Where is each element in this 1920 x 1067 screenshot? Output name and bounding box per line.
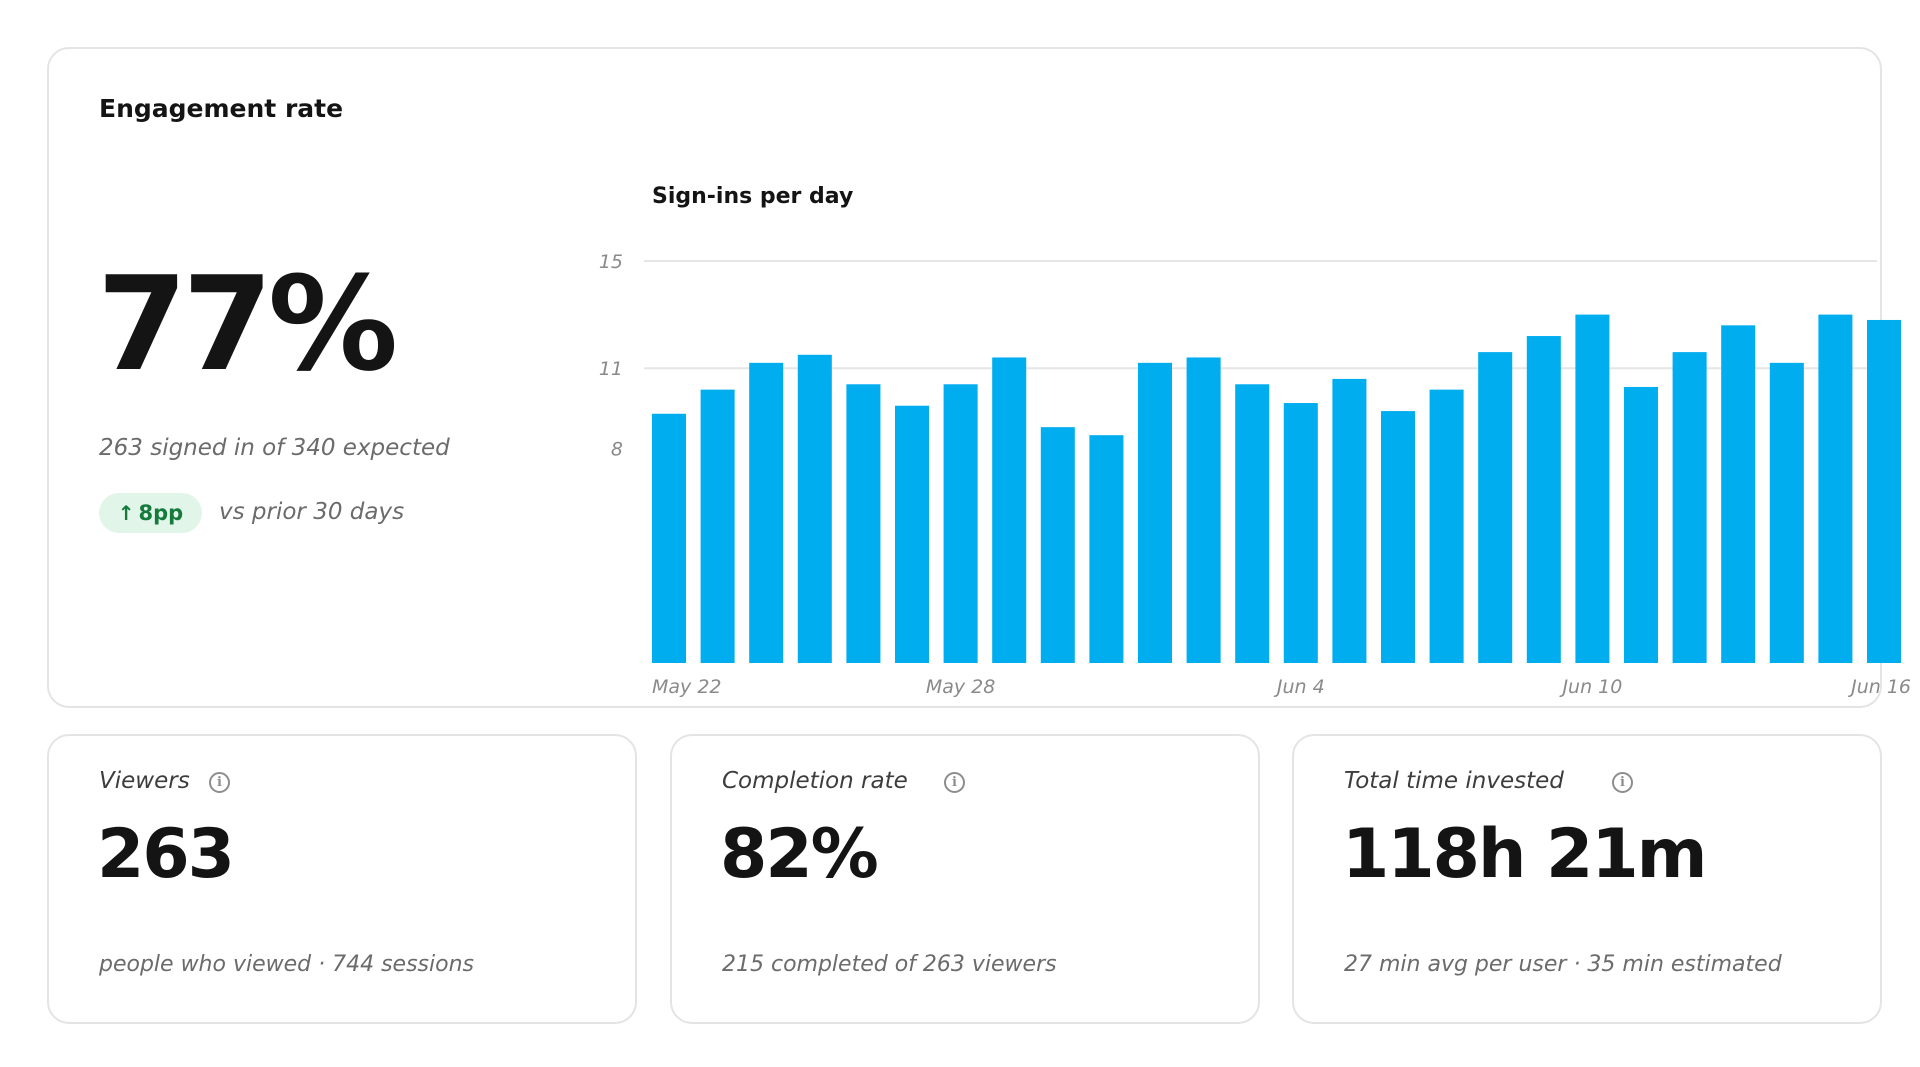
bar[interactable] [846, 384, 881, 663]
delta-comparison: vs prior 30 days [219, 499, 405, 525]
bar[interactable] [652, 413, 687, 663]
x-tick-label: May 28 [926, 676, 996, 698]
x-tick-label: Jun 16 [1847, 676, 1911, 698]
total-time-value: 118h 21m [1342, 815, 1708, 894]
y-tick-label: 15 [599, 251, 623, 273]
completion-rate-value: 82% [720, 815, 879, 894]
completion-rate-label: Completion rate [722, 768, 908, 794]
bar[interactable] [895, 405, 930, 663]
x-tick-label: Jun 4 [1273, 676, 1325, 698]
bar[interactable] [1040, 427, 1075, 663]
engagement-title: Engagement rate [99, 94, 344, 123]
total-time-note: 27 min avg per user · 35 min estimated [1344, 952, 1782, 977]
sign-ins-chart: Sign-ins per day 8 11 15 May 22 May 28 Jun 4 Ju… [529, 159, 1911, 698]
bar[interactable] [797, 354, 832, 663]
bar[interactable] [1235, 384, 1270, 663]
bar[interactable] [1526, 336, 1561, 663]
bar[interactable] [1089, 435, 1124, 663]
sign-ins-chart-svg: Sign-ins per day 8 11 15 May 22 May 28 Jun 4 Ju… [599, 184, 1911, 698]
completion-rate-card: Completion rate i 82% 215 completed of 2… [670, 734, 1260, 1024]
bar[interactable] [1478, 352, 1513, 663]
y-tick-label: 8 [611, 439, 623, 461]
bar[interactable] [749, 362, 784, 663]
info-icon[interactable]: i [1612, 772, 1633, 793]
bar[interactable] [700, 389, 735, 663]
bar[interactable] [1186, 357, 1221, 663]
viewers-value: 263 [97, 815, 235, 894]
bar[interactable] [1381, 411, 1416, 663]
viewers-card: Viewers i 263 people who viewed · 744 se… [47, 734, 637, 1024]
bar[interactable] [1138, 362, 1173, 663]
engagement-card: Engagement rate 77% 263 signed in of 340… [47, 47, 1911, 708]
bar[interactable] [1769, 362, 1804, 663]
bar[interactable] [1818, 314, 1853, 663]
bar[interactable] [1429, 389, 1464, 663]
completion-rate-note: 215 completed of 263 viewers [722, 952, 1057, 977]
chart-title: Sign-ins per day [652, 184, 853, 209]
bar[interactable] [1624, 386, 1659, 663]
x-tick-label: Jun 10 [1558, 676, 1622, 698]
viewers-note: people who viewed · 744 sessions [99, 952, 474, 977]
total-time-card: Total time invested i 118h 21m 27 min av… [1292, 734, 1882, 1024]
bar[interactable] [992, 357, 1027, 663]
info-icon[interactable]: i [944, 772, 965, 793]
info-icon[interactable]: i [209, 772, 230, 793]
bar[interactable] [1575, 314, 1610, 663]
bar[interactable] [1672, 352, 1707, 663]
bar[interactable] [943, 384, 978, 663]
delta-badge: ↑ 8pp [99, 493, 202, 533]
bar[interactable] [1283, 403, 1318, 663]
x-tick-label: May 22 [652, 676, 722, 698]
bar[interactable] [1332, 378, 1367, 663]
engagement-rate-value: 77% [97, 248, 398, 400]
bar[interactable] [1721, 325, 1756, 663]
arrow-up-icon: ↑ [117, 501, 135, 525]
viewers-label: Viewers [99, 768, 190, 794]
engagement-subtitle: 263 signed in of 340 expected [99, 435, 450, 461]
bar[interactable] [1867, 319, 1902, 663]
delta-value: 8pp [138, 501, 184, 525]
y-tick-label: 11 [599, 358, 623, 380]
total-time-label: Total time invested [1344, 768, 1564, 794]
